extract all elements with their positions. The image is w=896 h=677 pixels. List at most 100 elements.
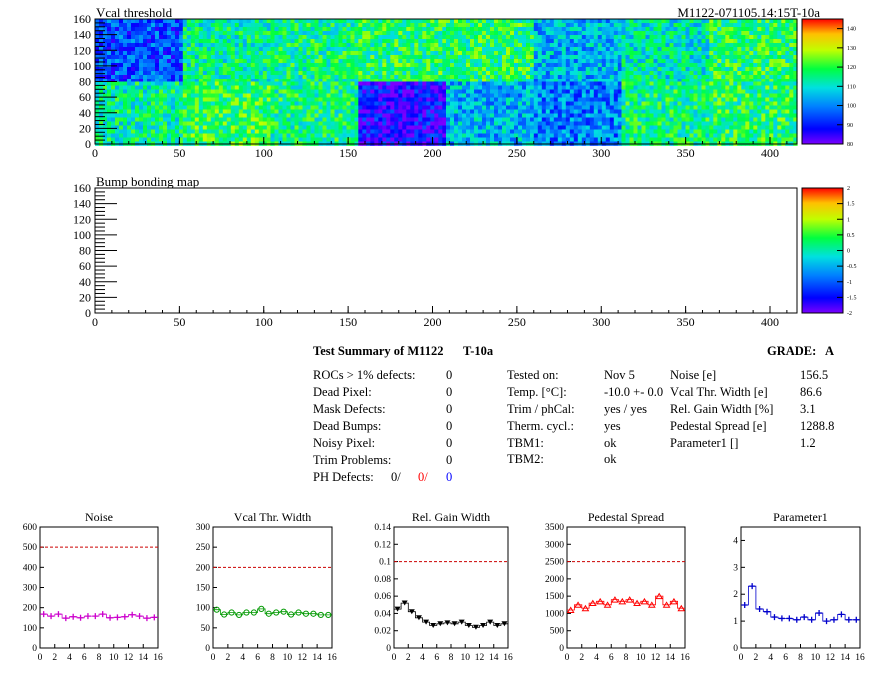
pixel-cell [227, 55, 231, 59]
pixel-cell [287, 51, 291, 55]
pixel-cell [351, 118, 355, 122]
pixel-cell [418, 86, 422, 90]
pixel-cell [725, 51, 729, 55]
pixel-cell [446, 47, 450, 51]
pixel-cell [450, 134, 454, 138]
pixel-cell [215, 122, 219, 126]
pixel-cell [239, 126, 243, 130]
pixel-cell [335, 98, 339, 102]
pixel-cell [143, 67, 147, 71]
pixel-cell [303, 110, 307, 114]
pixel-cell [227, 71, 231, 75]
pixel-cell [510, 122, 514, 126]
pixel-cell [351, 90, 355, 94]
pixel-cell [398, 75, 402, 79]
pixel-cell [143, 43, 147, 47]
pixel-cell [347, 106, 351, 110]
pixel-cell [366, 31, 370, 35]
pixel-cell [546, 59, 550, 63]
pixel-cell [259, 27, 263, 31]
pixel-cell [666, 23, 670, 27]
pixel-cell [195, 59, 199, 63]
pixel-cell [119, 31, 123, 35]
pixel-cell [295, 110, 299, 114]
pixel-cell [490, 51, 494, 55]
pixel-cell [530, 114, 534, 118]
pixel-cell [219, 63, 223, 67]
pixel-cell [682, 86, 686, 90]
pixel-cell [267, 39, 271, 43]
pixel-cell [414, 31, 418, 35]
pixel-cell [789, 55, 793, 59]
pixel-cell [534, 71, 538, 75]
pixel-cell [386, 138, 390, 142]
pixel-cell [211, 106, 215, 110]
pixel-cell [578, 90, 582, 94]
pixel-cell [702, 82, 706, 86]
pixel-cell [259, 130, 263, 134]
pixel-cell [538, 23, 542, 27]
pixel-cell [422, 31, 426, 35]
pixel-cell [406, 122, 410, 126]
pixel-cell [295, 23, 299, 27]
pixel-cell [674, 39, 678, 43]
pixel-cell [331, 110, 335, 114]
pixel-cell [235, 39, 239, 43]
pixel-cell [219, 51, 223, 55]
pixel-cell [251, 23, 255, 27]
pixel-cell [103, 59, 107, 63]
pixel-cell [291, 43, 295, 47]
pixel-cell [195, 138, 199, 142]
pixel-cell [698, 86, 702, 90]
pixel-cell [737, 27, 741, 31]
pixel-cell [785, 23, 789, 27]
pixel-cell [638, 47, 642, 51]
pixel-cell [131, 75, 135, 79]
pixel-cell [781, 23, 785, 27]
pixel-cell [474, 31, 478, 35]
pixel-cell [175, 55, 179, 59]
pixel-cell [745, 27, 749, 31]
pixel-cell [203, 122, 207, 126]
pixel-cell [498, 110, 502, 114]
pixel-cell [494, 47, 498, 51]
pixel-cell [558, 19, 562, 23]
pixel-cell [315, 47, 319, 51]
pixel-cell [335, 59, 339, 63]
pixel-cell [159, 98, 163, 102]
pixel-cell [235, 67, 239, 71]
pixel-cell [259, 86, 263, 90]
pixel-cell [586, 51, 590, 55]
pixel-cell [486, 63, 490, 67]
pixel-cell [382, 82, 386, 86]
pixel-cell [602, 122, 606, 126]
pixel-cell [167, 106, 171, 110]
pixel-cell [335, 35, 339, 39]
pixel-cell [446, 27, 450, 31]
pixel-cell [542, 43, 546, 47]
pixel-cell [566, 114, 570, 118]
pixel-cell [327, 71, 331, 75]
pixel-cell [514, 47, 518, 51]
pixel-cell [211, 35, 215, 39]
pixel-cell [231, 43, 235, 47]
pixel-cell [542, 114, 546, 118]
pixel-cell [347, 110, 351, 114]
pixel-cell [207, 122, 211, 126]
pixel-cell [287, 118, 291, 122]
pixel-cell [450, 110, 454, 114]
pixel-cell [127, 110, 131, 114]
pixel-cell [534, 138, 538, 142]
pixel-cell [107, 134, 111, 138]
pixel-cell [781, 71, 785, 75]
pixel-cell [179, 35, 183, 39]
pixel-cell [231, 94, 235, 98]
pixel-cell [698, 67, 702, 71]
pixel-cell [127, 98, 131, 102]
pixel-cell [275, 59, 279, 63]
pixel-cell [315, 19, 319, 23]
pixel-cell [602, 47, 606, 51]
pixel-cell [462, 75, 466, 79]
pixel-cell [602, 114, 606, 118]
pixel-cell [287, 110, 291, 114]
